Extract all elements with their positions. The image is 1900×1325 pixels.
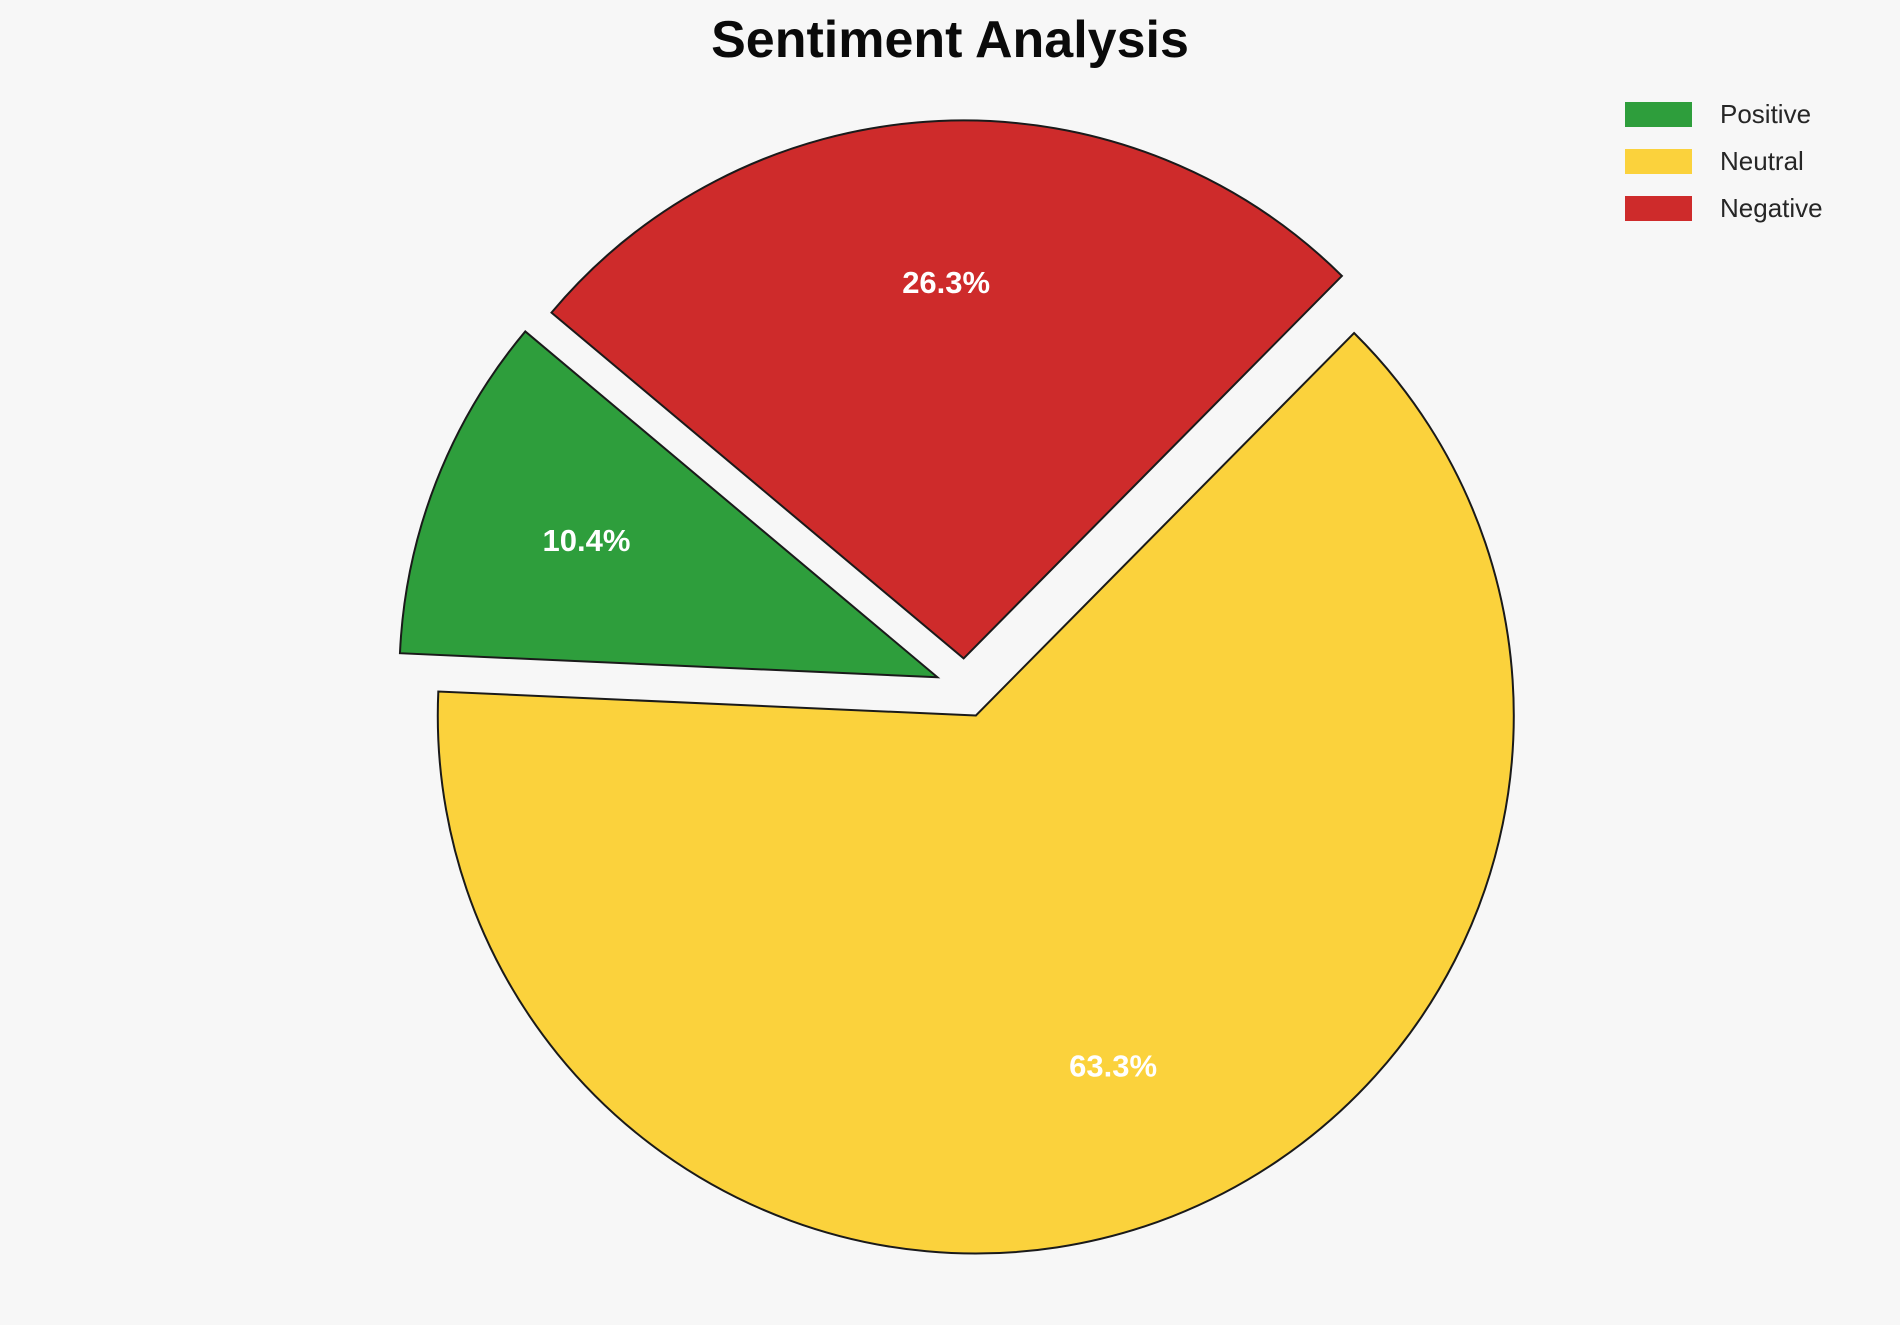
pie-pct-label-positive: 10.4% xyxy=(543,523,631,558)
pie-slice-negative xyxy=(550,119,1344,660)
legend-label-positive: Positive xyxy=(1720,99,1812,129)
legend-row-positive: Positive xyxy=(1625,99,1823,129)
chart-title: Sentiment Analysis xyxy=(711,11,1189,69)
legend-swatch-positive xyxy=(1625,102,1692,127)
pie-slice-neutral xyxy=(436,331,1515,1255)
legend-row-negative: Negative xyxy=(1625,193,1823,223)
legend-label-negative: Negative xyxy=(1720,193,1823,223)
legend-row-neutral: Neutral xyxy=(1625,146,1823,176)
legend-label-neutral: Neutral xyxy=(1720,146,1804,176)
legend: Positive Neutral Negative xyxy=(1625,99,1823,243)
pie-pct-label-negative: 26.3% xyxy=(902,265,990,300)
pie-pct-label-neutral: 63.3% xyxy=(1069,1049,1157,1084)
legend-swatch-neutral xyxy=(1625,149,1692,174)
legend-swatch-negative xyxy=(1625,196,1692,221)
pie-slice-positive xyxy=(398,330,941,679)
